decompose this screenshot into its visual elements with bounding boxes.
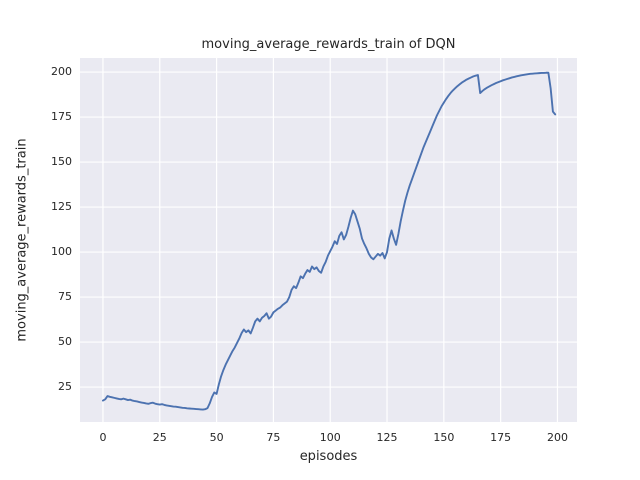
y-tick-label: 100	[51, 245, 72, 259]
y-tick-label: 25	[58, 380, 72, 394]
x-tick-label: 200	[546, 431, 568, 444]
x-tick-label: 75	[266, 431, 281, 444]
y-tick-label: 75	[58, 290, 72, 304]
x-tick-label: 100	[319, 431, 341, 444]
chart-title: moving_average_rewards_train of DQN	[201, 37, 456, 52]
line-chart	[80, 58, 577, 422]
x-tick-label: 175	[490, 431, 512, 444]
plot-area	[80, 58, 577, 422]
x-tick-label: 25	[152, 431, 167, 444]
y-tick-label: 175	[51, 110, 72, 124]
x-axis-label: episodes	[299, 449, 358, 464]
x-tick-label: 150	[433, 431, 455, 444]
y-tick-label: 200	[51, 65, 72, 79]
data-line	[102, 71, 557, 411]
y-axis-label: moving_average_rewards_train	[14, 138, 30, 342]
x-tick-label: 50	[209, 431, 224, 444]
y-tick-label: 125	[51, 200, 72, 214]
x-tick-label: 0	[99, 431, 107, 444]
y-tick-label: 50	[58, 335, 72, 349]
x-tick-label: 125	[376, 431, 398, 444]
y-tick-label: 150	[51, 155, 72, 169]
